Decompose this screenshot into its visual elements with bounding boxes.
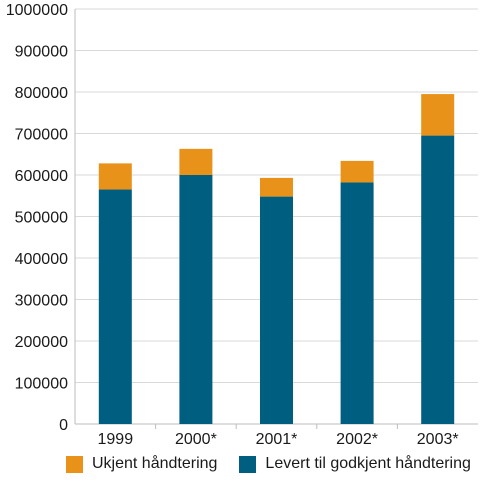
- bar-approved-2000: [179, 175, 213, 424]
- bar-unknown-2002: [340, 160, 374, 183]
- y-tick-label: 900000: [15, 44, 68, 61]
- legend: Ukjent håndtering Levert til godkjent hå…: [66, 455, 493, 473]
- y-tick-label: 1000000: [6, 2, 68, 19]
- bar-unknown-2003: [421, 94, 455, 136]
- y-tick-label: 700000: [15, 127, 68, 144]
- x-tick-label: 2002*: [336, 431, 378, 448]
- x-tick-label: 2000*: [175, 431, 217, 448]
- legend-label-unknown: Ukjent håndtering: [92, 455, 218, 472]
- legend-item-approved: Levert til godkjent håndtering: [239, 455, 471, 473]
- y-tick-label: 200000: [15, 334, 68, 351]
- y-tick-label: 100000: [15, 376, 68, 393]
- bar-approved-1999: [98, 189, 132, 424]
- x-tick-label: 2001*: [256, 431, 298, 448]
- legend-label-approved: Levert til godkjent håndtering: [265, 455, 471, 472]
- bar-unknown-2001: [260, 177, 293, 197]
- y-tick-label: 300000: [15, 293, 68, 310]
- x-tick-label: 1999: [98, 431, 134, 448]
- y-tick-label: 600000: [15, 168, 68, 185]
- y-tick-label: 400000: [15, 251, 68, 268]
- legend-item-unknown: Ukjent håndtering: [66, 455, 217, 473]
- bar-approved-2002: [340, 182, 374, 424]
- bar-unknown-2000: [179, 148, 213, 175]
- x-tick-label: 2003*: [417, 431, 459, 448]
- y-tick-label: 500000: [15, 210, 68, 227]
- bar-approved-2003: [421, 135, 455, 424]
- legend-swatch-unknown: [66, 455, 83, 473]
- bar-approved-2001: [260, 196, 293, 424]
- bar-chart: 0 100000 200000 300000 400000 500000 600000 700…: [6, 2, 478, 448]
- y-tick-label: 0: [59, 417, 68, 434]
- bar-unknown-1999: [98, 163, 132, 190]
- legend-swatch-approved: [239, 455, 257, 473]
- y-tick-label: 800000: [15, 85, 68, 102]
